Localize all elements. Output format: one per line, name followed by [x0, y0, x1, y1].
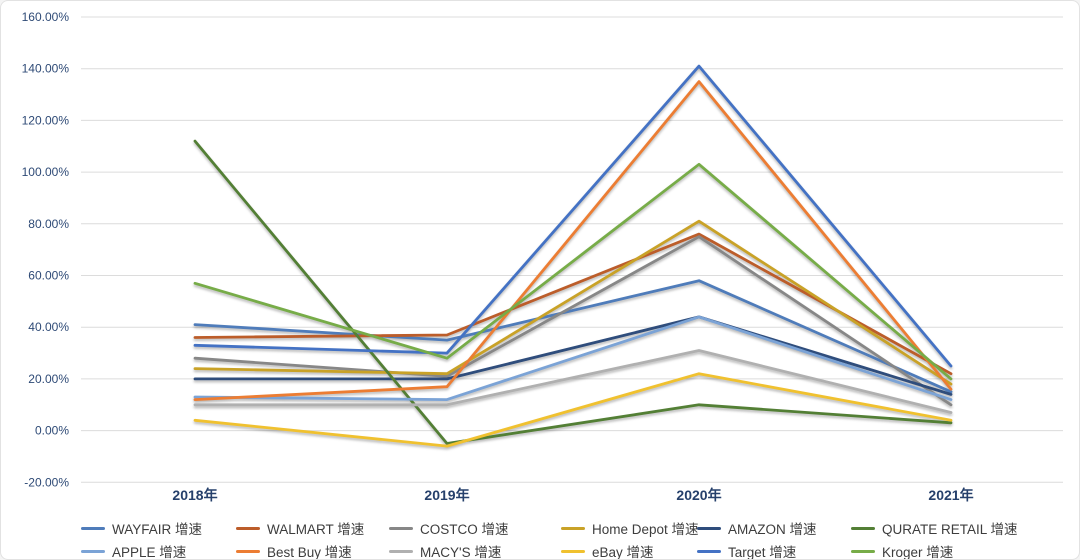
series-line-costco-增速[interactable] — [193, 235, 953, 407]
legend-item-home-depot-增速[interactable]: Home Depot 增速 — [561, 518, 699, 538]
series-line-qurate-retail-增速[interactable] — [193, 139, 953, 445]
legend-swatch-icon — [851, 526, 875, 530]
series-line-kroger-增速[interactable] — [193, 162, 953, 381]
legend-label: WAYFAIR 增速 — [112, 522, 203, 537]
legend-item-target-增速[interactable]: Target 增速 — [697, 541, 797, 560]
series-line-apple-增速[interactable] — [193, 315, 953, 402]
legend-item-amazon-增速[interactable]: AMAZON 增速 — [697, 518, 817, 538]
legend-item-costco-增速[interactable]: COSTCO 增速 — [389, 518, 509, 538]
x-axis-label: 2019年 — [424, 487, 469, 503]
legend-label: AMAZON 增速 — [728, 522, 817, 537]
legend-row: APPLE 增速 Best Buy 增速 MACY'S 增速 eBay 增速 Targe… — [1, 541, 1079, 560]
x-axis-label: 2018年 — [172, 487, 217, 503]
legend-row: WAYFAIR 增速 WALMART 增速 COSTCO 增速 Home Depot … — [1, 518, 1079, 538]
legend-item-walmart-增速[interactable]: WALMART 增速 — [236, 518, 364, 538]
legend-label: eBay 增速 — [592, 545, 654, 560]
y-axis-tick-label: 80.00% — [28, 217, 69, 231]
y-axis-tick-label: 20.00% — [28, 372, 69, 386]
legend-item-wayfair-增速[interactable]: WAYFAIR 增速 — [81, 518, 202, 538]
line-chart: 160.00% 140.00% 120.00% 100.00% 80.00% 60.00%… — [22, 10, 1063, 503]
legend-item-macy's-增速[interactable]: MACY'S 增速 — [389, 541, 502, 560]
legend-item-apple-增速[interactable]: APPLE 增速 — [81, 541, 187, 560]
legend-item-ebay-增速[interactable]: eBay 增速 — [561, 541, 654, 560]
legend-label: COSTCO 增速 — [420, 522, 509, 537]
legend-label: Home Depot 增速 — [592, 522, 699, 537]
y-axis-tick-label: -20.00% — [24, 475, 69, 489]
x-axis-label: 2021年 — [928, 487, 973, 503]
series-line-ebay-增速[interactable] — [193, 372, 953, 448]
y-axis-tick-label: 60.00% — [28, 269, 69, 283]
legend-label: APPLE 增速 — [112, 545, 187, 560]
legend-label: QURATE RETAIL 增速 — [882, 522, 1018, 537]
series-line-target-增速[interactable] — [193, 64, 953, 368]
legend-label: Target 增速 — [728, 545, 797, 560]
legend-item-qurate-retail-增速[interactable]: QURATE RETAIL 增速 — [851, 518, 1018, 538]
legend-item-best-buy-增速[interactable]: Best Buy 增速 — [236, 541, 352, 560]
legend-label: MACY'S 增速 — [420, 545, 502, 560]
legend-label: WALMART 增速 — [267, 522, 365, 537]
y-axis-tick-label: 0.00% — [35, 424, 69, 438]
legend-item-kroger-增速[interactable]: Kroger 增速 — [851, 541, 954, 560]
legend-label: Kroger 增速 — [882, 545, 954, 560]
legend-swatch-icon — [561, 526, 585, 530]
y-axis-tick-label: 120.00% — [22, 113, 70, 127]
series-line-best-buy-增速[interactable] — [193, 80, 953, 402]
legend-swatch-icon — [81, 549, 105, 553]
series-line-home-depot-增速[interactable] — [193, 219, 953, 386]
y-axis-tick-label: 140.00% — [22, 62, 70, 76]
series-line-wayfair-增速[interactable] — [193, 279, 953, 394]
legend-label: Best Buy 增速 — [267, 545, 352, 560]
series-line-amazon-增速[interactable] — [193, 315, 953, 396]
legend-swatch-icon — [697, 526, 721, 530]
y-axis-tick-label: 100.00% — [22, 165, 70, 179]
legend-swatch-icon — [697, 549, 721, 553]
series-lines — [193, 64, 953, 448]
legend-swatch-icon — [236, 526, 260, 530]
legend-swatch-icon — [561, 549, 585, 553]
legend-swatch-icon — [389, 549, 413, 553]
legend-swatch-icon — [236, 549, 260, 553]
legend-swatch-icon — [851, 549, 875, 553]
series-line-walmart-增速[interactable] — [193, 232, 953, 376]
x-axis-label: 2020年 — [676, 487, 721, 503]
series-line-macy's-增速[interactable] — [193, 349, 953, 414]
y-axis-tick-label: 160.00% — [22, 10, 70, 24]
legend-swatch-icon — [81, 526, 105, 530]
y-axis-tick-label: 40.00% — [28, 320, 69, 334]
legend-swatch-icon — [389, 526, 413, 530]
chart-legend: WAYFAIR 增速 WALMART 增速 COSTCO 增速 Home Depot … — [1, 513, 1079, 559]
